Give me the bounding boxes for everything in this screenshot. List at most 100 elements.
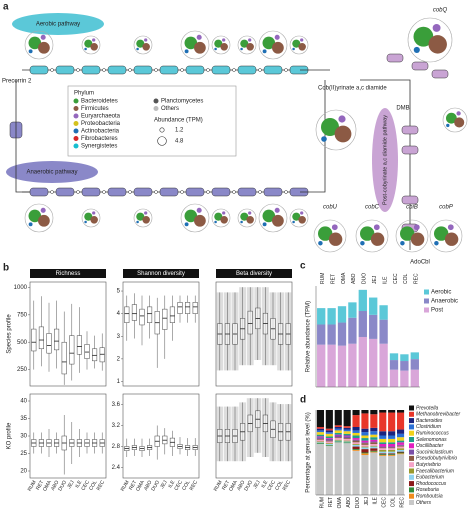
bubble-part <box>240 39 249 48</box>
gene-label: cobQ <box>433 8 448 14</box>
bubble-part <box>40 207 46 213</box>
y-axis-label: KO profile <box>7 422 13 449</box>
compound-node <box>258 68 262 72</box>
x-tick-label: RUM <box>27 480 38 493</box>
bubble-part <box>447 224 454 231</box>
box <box>247 310 253 335</box>
gene-box <box>237 187 257 197</box>
gene-box <box>401 145 419 155</box>
bar-segment <box>379 449 387 452</box>
x-tick-label: RUM <box>213 480 224 493</box>
x-tick-label: CEC <box>80 479 91 491</box>
bar-segment <box>325 432 333 434</box>
bar-segment <box>358 311 367 337</box>
bubble-part <box>334 125 352 143</box>
bar-segment <box>352 438 360 440</box>
x-tick-label: CEC <box>266 479 277 491</box>
legend-swatch <box>73 128 79 134</box>
legend-swatch <box>73 136 79 141</box>
bubble-part <box>184 49 189 54</box>
box <box>185 302 191 314</box>
box <box>139 308 145 326</box>
bar-segment <box>396 446 405 449</box>
bubble-frame <box>211 35 231 55</box>
gene-box <box>237 65 257 75</box>
bar-segment <box>396 452 405 454</box>
x-tick-label: RUM <box>120 480 131 493</box>
legend-label: Planctomycetes <box>161 99 203 105</box>
bar-segment <box>327 324 336 345</box>
x-tick-label: CEC <box>393 273 399 284</box>
size-label: 4.8 <box>175 139 184 145</box>
y-tick-label: 30 <box>20 434 27 440</box>
size-swatch <box>157 136 167 146</box>
bubble-part <box>84 212 93 221</box>
legend-label: Roseburia <box>416 487 439 493</box>
gene-label: cbiB <box>406 205 418 211</box>
bar-segment <box>343 410 351 427</box>
bar-segment <box>352 449 360 451</box>
bubble-part <box>318 226 333 241</box>
x-tick-label: COL <box>88 479 98 491</box>
box <box>69 335 75 365</box>
bar-segment <box>379 412 387 432</box>
bubble-part <box>28 36 42 50</box>
bar-segment <box>343 442 351 444</box>
x-tick-label: ILE <box>167 479 176 489</box>
post-label: Post-cobyrinate a,c diamide pathway <box>382 115 388 205</box>
bar-segment <box>337 306 347 323</box>
box <box>38 326 44 350</box>
size-swatch <box>159 127 165 133</box>
size-legend-title: Abundance (TPM) <box>154 118 203 124</box>
bubble-part <box>434 226 449 241</box>
gene-box <box>159 65 179 75</box>
product-label: AdoCbl <box>410 260 430 266</box>
x-tick-label: ABO <box>50 480 61 492</box>
bar-segment <box>352 432 360 436</box>
legend-swatch <box>409 418 414 424</box>
legend-swatch <box>409 493 414 499</box>
bubble-frame <box>133 35 153 55</box>
gene-box <box>185 65 205 75</box>
bar-segment <box>352 415 360 427</box>
bubble-part <box>142 216 150 224</box>
bubble-part <box>246 216 254 224</box>
bar-segment <box>334 438 342 440</box>
bar-segment <box>400 354 409 362</box>
y-tick-label: 25 <box>20 451 27 457</box>
bubble-part <box>292 212 301 221</box>
bar-segment <box>370 442 378 444</box>
bar-segment <box>396 442 405 445</box>
bar-segment <box>396 451 405 453</box>
legend-swatch <box>409 411 414 417</box>
x-tick-label: DUO <box>243 480 254 493</box>
bubble-frame <box>237 208 257 228</box>
bubble-part <box>373 224 380 231</box>
panel-letter: a <box>3 2 9 13</box>
bubble-part <box>248 211 252 215</box>
bar-segment <box>352 430 360 433</box>
x-tick-label: RET <box>35 480 45 492</box>
bubble-part <box>331 224 338 231</box>
bubble-frame <box>313 219 347 253</box>
bar-segment <box>370 445 378 447</box>
bar-segment <box>316 410 325 427</box>
bar-segment <box>352 449 360 450</box>
x-tick-label: JEJ <box>66 479 76 490</box>
bubble-frame <box>355 219 389 253</box>
bubble-part <box>90 216 98 224</box>
bar-segment <box>369 338 378 387</box>
bar-segment <box>316 432 325 435</box>
legend-swatch <box>153 98 159 104</box>
box <box>169 306 175 323</box>
bubble-part <box>400 240 405 246</box>
bubble-part <box>38 214 50 227</box>
bar-segment <box>361 444 369 447</box>
bubble-part <box>262 36 276 50</box>
bar-segment <box>334 410 342 426</box>
bubble-part <box>214 39 223 48</box>
gene-box <box>29 65 49 75</box>
bubble-part <box>196 34 202 40</box>
bar-segment <box>334 437 342 439</box>
legend-label: Post <box>431 308 443 314</box>
